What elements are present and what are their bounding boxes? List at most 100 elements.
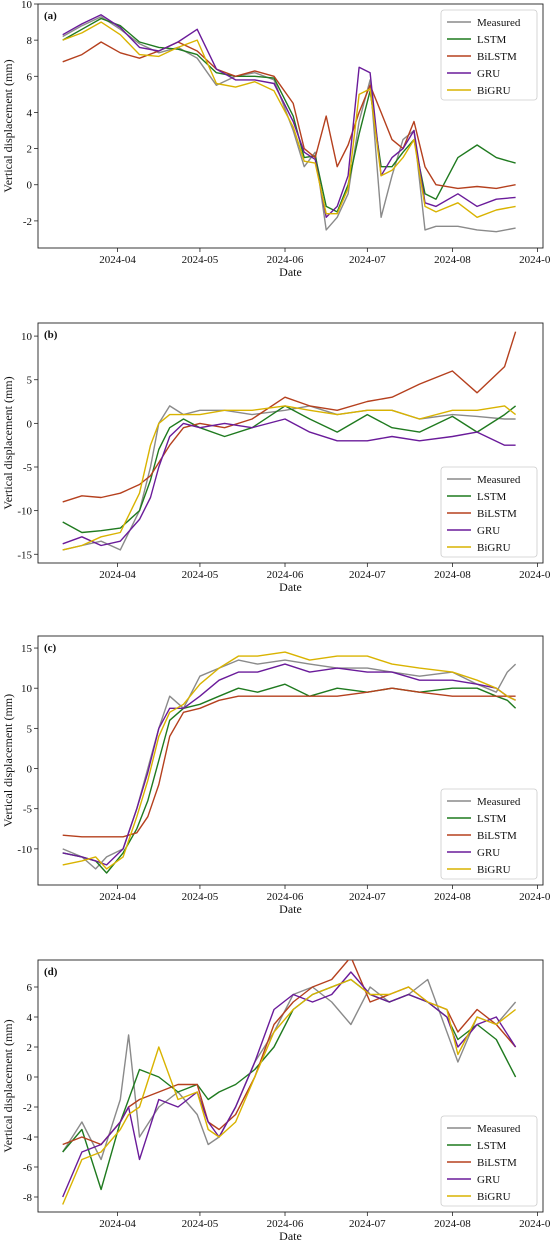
series-line-bigru — [62, 651, 516, 870]
series-line-bilstm — [62, 687, 516, 838]
legend: Measured LSTM BiLSTM GRU BiGRU — [440, 1115, 538, 1207]
legend-label: BiGRU — [477, 542, 511, 554]
y-tick-label: 15 — [21, 643, 33, 655]
y-tick-label: -10 — [17, 506, 32, 518]
y-tick-label: 10 — [21, 0, 33, 11]
legend-label: Measured — [477, 1123, 521, 1135]
legend: Measured LSTM BiLSTM GRU BiGRU — [440, 466, 538, 558]
series-line-bilstm — [62, 331, 517, 503]
series-line-bigru — [62, 405, 517, 551]
chart-panel-2: 2024-04 2024-05 2024-06 2024-07 2024-08 2024-… — [1, 322, 550, 594]
x-tick-label: 2024-09 — [519, 569, 550, 581]
chart-panel-3: 2024-04 2024-05 2024-06 2024-07 2024-08 2024-… — [1, 635, 550, 916]
y-tick-label: -10 — [17, 844, 32, 856]
x-tick-label: 2024-04 — [99, 254, 136, 266]
x-tick-label: 2024-06 — [267, 569, 304, 581]
series-line-gru — [62, 418, 516, 547]
legend-label: BiLSTM — [477, 508, 517, 520]
x-tick-label: 2024-08 — [434, 1218, 471, 1230]
y-tick-label: -8 — [23, 1192, 33, 1204]
y-tick-label: 6 — [27, 982, 33, 994]
series-group — [62, 960, 517, 1205]
chart-panel-4: 2024-04 2024-05 2024-06 2024-07 2024-08 2024-… — [1, 959, 550, 1243]
x-tick-label: 2024-07 — [349, 891, 386, 903]
x-tick-label: 2024-04 — [99, 891, 136, 903]
legend-label: GRU — [477, 525, 500, 537]
legend-label: BiGRU — [477, 1191, 511, 1203]
legend-label: LSTM — [477, 491, 507, 503]
series-line-lstm — [62, 683, 517, 874]
x-tick-label: 2024-05 — [182, 891, 219, 903]
y-axis-label: Vertical displacement (mm) — [1, 694, 15, 827]
series-line-bigru — [62, 978, 517, 1205]
legend-label: GRU — [477, 68, 500, 80]
y-tick-label: -15 — [17, 549, 32, 561]
plot-frame — [37, 3, 544, 249]
x-tick-label: 2024-09 — [519, 891, 550, 903]
legend-label: BiGRU — [477, 85, 511, 97]
x-tick-label: 2024-04 — [99, 1218, 136, 1230]
series-line-gru — [62, 971, 517, 1198]
x-tick-label: 2024-07 — [349, 254, 386, 266]
series-line-bigru — [62, 21, 516, 219]
series-line-lstm — [62, 17, 516, 213]
y-tick-label: 5 — [27, 375, 33, 387]
legend-label: BiGRU — [477, 864, 511, 876]
panel-label: (c) — [44, 642, 57, 654]
y-tick-label: 2 — [27, 144, 33, 156]
x-tick-label: 2024-04 — [99, 569, 136, 581]
y-tick-label: 0 — [27, 764, 33, 776]
x-tick-label: 2024-05 — [182, 569, 219, 581]
y-tick-label: 5 — [27, 723, 33, 735]
legend-label: BiLSTM — [477, 51, 517, 63]
legend: Measured LSTM BiLSTM GRU BiGRU — [440, 788, 538, 880]
y-tick-label: 10 — [21, 683, 33, 695]
x-tick-label: 2024-09 — [519, 254, 550, 266]
legend-label: LSTM — [477, 1140, 507, 1152]
legend-label: Measured — [477, 796, 521, 808]
series-line-bilstm — [62, 41, 516, 190]
y-axis-label: Vertical displacement (mm) — [1, 1019, 15, 1152]
legend-box — [440, 1115, 538, 1207]
y-tick-label: 2 — [27, 1042, 33, 1054]
y-tick-label: -5 — [23, 462, 33, 474]
panel-label: (b) — [44, 329, 58, 341]
chart-panel-1: 2024-04 2024-05 2024-06 2024-07 2024-08 2024-… — [1, 0, 550, 279]
legend-box — [440, 9, 538, 101]
y-tick-label: 0 — [27, 1072, 33, 1084]
series-line-lstm — [62, 405, 517, 534]
x-axis-label: Date — [279, 902, 302, 916]
legend: Measured LSTM BiLSTM GRU BiGRU — [440, 9, 538, 101]
plot-frame — [37, 322, 544, 564]
y-tick-label: 4 — [27, 1012, 33, 1024]
series-line-gru — [62, 663, 516, 866]
legend-label: BiLSTM — [477, 830, 517, 842]
y-tick-label: 8 — [27, 35, 33, 47]
y-tick-label: 0 — [27, 180, 33, 192]
legend-label: LSTM — [477, 34, 507, 46]
x-tick-label: 2024-06 — [267, 254, 304, 266]
x-tick-label: 2024-05 — [182, 1218, 219, 1230]
legend-label: GRU — [477, 847, 500, 859]
x-tick-label: 2024-08 — [434, 891, 471, 903]
x-tick-label: 2024-08 — [434, 569, 471, 581]
legend-label: LSTM — [477, 813, 507, 825]
legend-label: Measured — [477, 17, 521, 29]
panel-label: (a) — [44, 10, 57, 22]
legend-box — [440, 466, 538, 558]
legend-label: BiLSTM — [477, 1157, 517, 1169]
plot-frame — [37, 959, 544, 1213]
panel-label: (d) — [44, 966, 58, 978]
legend-label: GRU — [477, 1174, 500, 1186]
y-tick-label: 4 — [27, 107, 33, 119]
y-tick-label: 0 — [27, 418, 33, 430]
x-tick-label: 2024-07 — [349, 569, 386, 581]
legend-box — [440, 788, 538, 880]
y-tick-label: 6 — [27, 71, 33, 83]
y-tick-label: -6 — [23, 1162, 33, 1174]
x-axis-label: Date — [279, 1229, 302, 1243]
y-tick-label: -5 — [23, 804, 33, 816]
plot-frame — [37, 635, 544, 886]
series-group — [62, 14, 516, 233]
